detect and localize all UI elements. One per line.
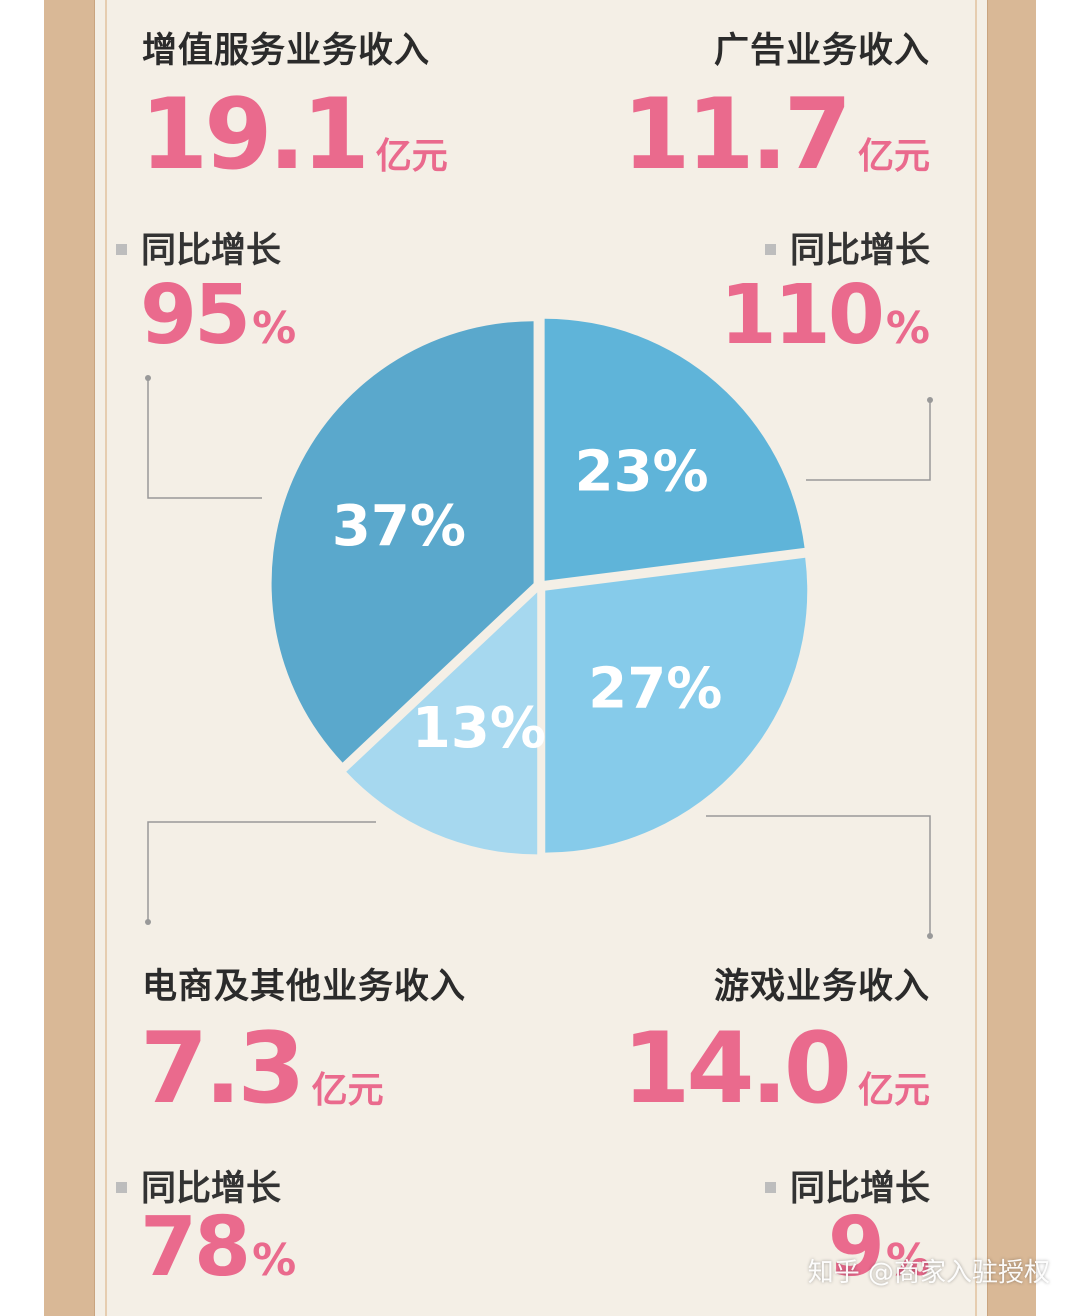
segment-yoy-value-ads: 110% [719, 268, 930, 363]
segment-label-vas: 增值服务业务收入 [142, 31, 431, 71]
segment-label-ecom: 电商及其他业务收入 [142, 967, 467, 1007]
connector-dot-ads [927, 397, 933, 403]
segment-yoy-label-vas: 同比增长 [116, 222, 281, 273]
content-panel [94, 0, 988, 1316]
connector-dot-ecom [145, 919, 151, 925]
segment-revenue-ecom: 7.3 亿元 [140, 1012, 384, 1126]
connector-ads [806, 400, 931, 481]
pie-slice-label-0: 23% [575, 440, 709, 505]
bullet-square-icon [764, 243, 776, 255]
segment-yoy-value-vas: 95% [140, 268, 297, 363]
watermark: 知乎 @商家入驻授权 [807, 1258, 1050, 1288]
bullet-square-icon [764, 1181, 776, 1193]
connector-lines [145, 375, 933, 939]
pie-slice-label-2: 13% [412, 696, 546, 761]
connector-ecom [147, 821, 376, 922]
connector-vas [147, 378, 262, 499]
pie-slice-1 [545, 557, 808, 853]
segment-revenue-ads: 11.7 亿元 [622, 78, 930, 192]
bullet-square-icon [116, 243, 127, 255]
pie-slice-3 [271, 321, 534, 763]
segment-label-games: 游戏业务收入 [713, 967, 930, 1007]
segment-revenue-vas: 19.1 亿元 [140, 78, 448, 192]
segment-yoy-label-ads: 同比增长 [764, 222, 930, 273]
connector-dot-vas [145, 375, 151, 381]
pie-slice-2 [346, 592, 538, 855]
segment-yoy-label-ecom: 同比增长 [116, 1160, 281, 1211]
segment-yoy-value-games: 9% [827, 1200, 930, 1295]
pie-slice-0 [544, 318, 805, 581]
pie-slice-label-3: 37% [332, 494, 466, 559]
connector-games [706, 815, 931, 936]
panel-border-right [975, 0, 977, 1316]
segment-yoy-value-ecom: 78% [140, 1200, 297, 1295]
panel-border-left [105, 0, 107, 1316]
pie-slice-label-1: 27% [588, 657, 722, 722]
bullet-square-icon [116, 1181, 127, 1193]
segment-label-ads: 广告业务收入 [713, 31, 930, 71]
segment-yoy-label-games: 同比增长 [764, 1160, 930, 1211]
segment-revenue-games: 14.0 亿元 [622, 1012, 930, 1126]
connector-dot-games [927, 933, 933, 939]
